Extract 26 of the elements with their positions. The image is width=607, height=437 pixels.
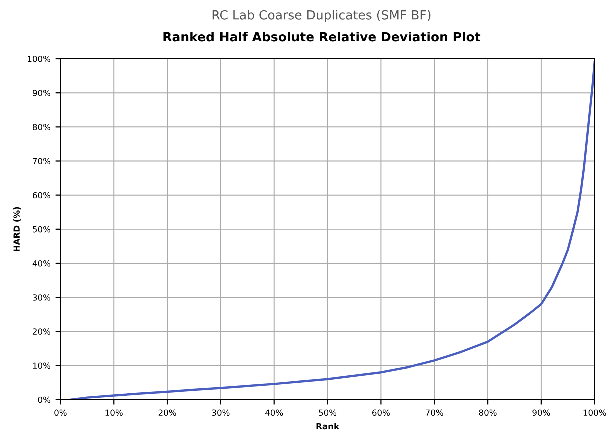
x-tick-label: 10%: [106, 410, 123, 416]
x-tick-label: 50%: [319, 410, 337, 416]
y-tick-label: 100%: [28, 56, 51, 62]
chart-title: RC Lab Coarse Duplicates (SMF BF): [212, 10, 431, 22]
y-tick-label: 80%: [33, 124, 51, 130]
x-tick-label: 60%: [372, 410, 390, 416]
y-axis-title: HARD (%): [14, 207, 21, 252]
y-tick-label: 70%: [33, 158, 51, 165]
y-tick-label: 10%: [33, 362, 51, 370]
y-tick-label: 90%: [32, 90, 51, 96]
x-tick-label: 100%: [584, 410, 606, 416]
y-tick-label: 30%: [33, 294, 51, 301]
x-tick-label: 0%: [54, 410, 67, 416]
x-tick-label: 90%: [532, 410, 550, 416]
x-tick-label: 20%: [158, 410, 176, 416]
chart-subtitle: Ranked Half Absolute Relative Deviation Plot: [164, 32, 481, 42]
x-tick-label: 70%: [426, 410, 444, 416]
y-tick-label: 20%: [33, 328, 51, 335]
x-tick-label: 30%: [212, 410, 230, 416]
x-tick-label: 40%: [266, 410, 284, 416]
x-axis-title: Rank: [316, 423, 340, 430]
y-tick-label: 0%: [38, 396, 51, 404]
x-tick-label: 80%: [479, 410, 497, 416]
y-tick-label: 40%: [32, 260, 51, 267]
y-tick-label: 50%: [33, 226, 51, 233]
y-tick-label: 60%: [33, 192, 51, 199]
